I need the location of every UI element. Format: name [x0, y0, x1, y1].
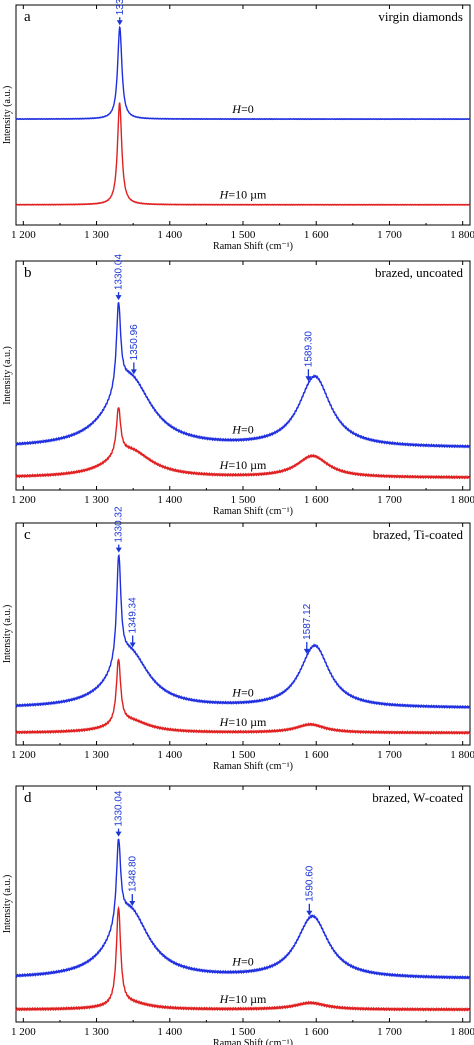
series-line-h0	[15, 553, 471, 710]
peak-label: 1587.12	[302, 603, 313, 640]
series-label: H=10 µm	[219, 715, 267, 729]
peak-arrow-head	[130, 369, 137, 375]
panel-letter: d	[24, 790, 32, 806]
y-axis-label: Intensity (a.u.)	[2, 875, 13, 934]
chart-panel-c: 1 200 1 300 1 400 1 500 1 600 1 700 1 800 Raman…	[2, 506, 474, 772]
panel-letter: a	[24, 9, 31, 25]
x-tick-label: 1 400	[157, 1026, 182, 1038]
series-line-h0	[15, 302, 471, 449]
peak-label: 1349.34	[128, 597, 139, 634]
x-tick-label: 1 200	[11, 749, 36, 761]
plot-frame	[15, 522, 471, 746]
peak-label: 1330.04	[114, 254, 125, 291]
peak-label: 1590.60	[304, 865, 315, 902]
x-tick-label: 1 500	[231, 1026, 256, 1038]
panel-letter: b	[24, 265, 32, 281]
peak-label: 1331.71	[115, 0, 126, 15]
x-tick-label: 1 600	[304, 229, 329, 241]
x-tick-label: 1 500	[231, 494, 256, 506]
x-tick-label: 1 600	[304, 494, 329, 506]
x-tick-label: 1 400	[157, 494, 182, 506]
x-tick-label: 1 200	[11, 494, 36, 506]
peak-label: 1350.96	[129, 324, 140, 361]
series-label: H=10 µm	[219, 458, 267, 472]
peak-label: 1589.30	[303, 331, 314, 368]
series-line-h0	[15, 838, 471, 980]
chart-panel-d: 1 200 1 300 1 400 1 500 1 600 1 700 1 800 Raman…	[2, 785, 474, 1045]
peak-label: 1330.04	[114, 790, 125, 827]
series-line-h0	[15, 25, 471, 121]
x-tick-label: 1 800	[450, 494, 474, 506]
series-label: H=0	[231, 955, 253, 969]
x-tick-label: 1 600	[304, 1026, 329, 1038]
plot-frame	[15, 785, 471, 1023]
x-tick-label: 1 500	[231, 749, 256, 761]
x-tick-label: 1 600	[304, 749, 329, 761]
peak-arrow-head	[129, 642, 136, 648]
series-line-h10	[15, 658, 471, 735]
peak-arrow-head	[115, 547, 122, 553]
series-label: H=0	[231, 685, 253, 699]
y-axis-label: Intensity (a.u.)	[2, 86, 13, 145]
peak-arrow-head	[305, 376, 312, 382]
panel-title: virgin diamonds	[378, 9, 463, 24]
panel-title: brazed, uncoated	[375, 265, 464, 280]
x-tick-label: 1 800	[450, 1026, 474, 1038]
x-tick-label: 1 200	[11, 1026, 36, 1038]
x-tick-label: 1 300	[84, 1026, 109, 1038]
x-tick-label: 1 800	[450, 229, 474, 241]
x-tick-label: 1 700	[377, 749, 402, 761]
peak-label: 1330.32	[114, 506, 125, 543]
peak-arrow-head	[306, 910, 313, 916]
panel-title: brazed, W-coated	[372, 790, 463, 805]
series-label: H=0	[231, 102, 253, 116]
y-axis-label: Intensity (a.u.)	[2, 346, 13, 405]
x-tick-label: 1 200	[11, 229, 36, 241]
peak-label: 1348.80	[127, 855, 138, 892]
series-line-h10	[15, 102, 471, 206]
peak-arrow-head	[116, 20, 123, 26]
x-tick-label: 1 800	[450, 749, 474, 761]
series-label: H=0	[231, 423, 253, 437]
x-tick-label: 1 300	[84, 749, 109, 761]
x-tick-label: 1 400	[157, 749, 182, 761]
x-tick-label: 1 700	[377, 494, 402, 506]
series-line-h10	[15, 905, 471, 1012]
series-label: H=10 µm	[219, 992, 267, 1006]
chart-panel-a: 1 200 1 300 1 400 1 500 1 600 1 700 1 800 Raman…	[2, 0, 474, 252]
panel-letter: c	[24, 527, 31, 543]
x-tick-label: 1 400	[157, 229, 182, 241]
peak-arrow-head	[115, 831, 122, 837]
series-label: H=10 µm	[219, 188, 267, 202]
x-axis-label: Raman Shift (cm⁻¹)	[213, 1038, 293, 1045]
plot-frame	[15, 260, 471, 491]
panel-title: brazed, Ti-coated	[373, 527, 464, 542]
peak-arrow-head	[115, 295, 122, 301]
peak-arrow-head	[303, 648, 310, 654]
x-tick-label: 1 700	[377, 1026, 402, 1038]
y-axis-label: Intensity (a.u.)	[2, 605, 13, 664]
x-axis-label: Raman Shift (cm⁻¹)	[213, 506, 293, 517]
chart-panel-b: 1 200 1 300 1 400 1 500 1 600 1 700 1 800 Raman…	[2, 254, 474, 517]
x-axis-label: Raman Shift (cm⁻¹)	[213, 241, 293, 252]
plot-frame	[15, 4, 471, 226]
series-line-h10	[15, 407, 471, 480]
peak-arrow-head	[129, 901, 136, 907]
x-tick-label: 1 300	[84, 494, 109, 506]
x-tick-label: 1 500	[231, 229, 256, 241]
x-tick-label: 1 300	[84, 229, 109, 241]
x-axis-label: Raman Shift (cm⁻¹)	[213, 761, 293, 772]
x-tick-label: 1 700	[377, 229, 402, 241]
